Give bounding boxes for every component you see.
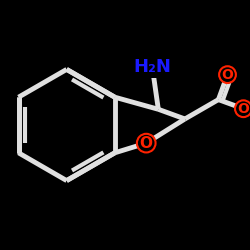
Text: H₂N: H₂N	[133, 58, 171, 76]
Text: O: O	[222, 68, 234, 82]
Text: O: O	[238, 102, 249, 116]
Text: O: O	[140, 136, 153, 151]
